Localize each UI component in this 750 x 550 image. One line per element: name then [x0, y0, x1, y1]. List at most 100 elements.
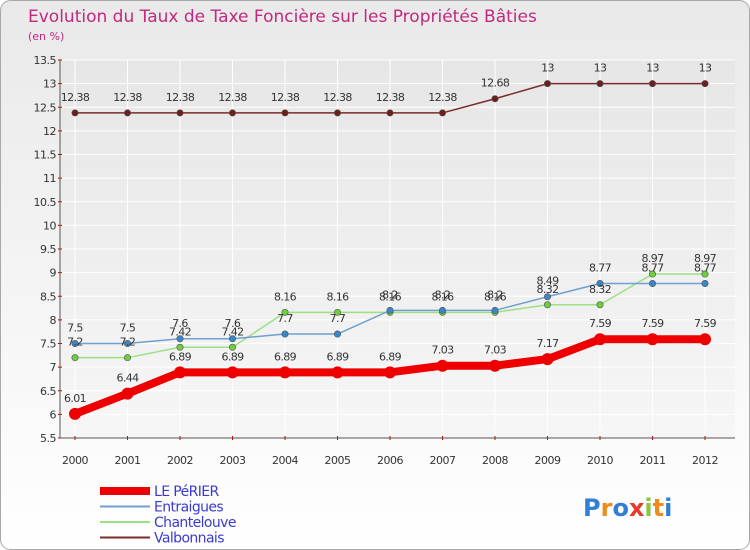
- data-label: 8.2: [435, 288, 451, 301]
- data-label: 7.2: [120, 336, 136, 349]
- data-point: [594, 333, 606, 346]
- data-point: [438, 306, 446, 314]
- data-label: 12.68: [481, 77, 510, 90]
- data-point: [281, 330, 289, 338]
- data-point: [436, 359, 449, 372]
- data-label: 6.89: [274, 350, 297, 363]
- data-label: 12.38: [218, 91, 247, 104]
- series-layer: [69, 80, 711, 420]
- data-point: [279, 366, 291, 379]
- data-label: 7.5: [120, 322, 136, 335]
- data-point: [69, 407, 81, 420]
- y-tick-label: 11.5: [34, 149, 57, 162]
- data-label: 12.38: [113, 91, 142, 104]
- data-label: 8.32: [589, 283, 611, 296]
- data-point: [489, 359, 501, 372]
- data-point: [176, 109, 184, 117]
- data-point: [124, 109, 132, 117]
- y-tick-label: 12.5: [34, 101, 57, 114]
- data-point: [124, 354, 132, 362]
- data-point: [229, 109, 237, 117]
- data-point: [226, 366, 239, 379]
- data-label: 7.59: [641, 317, 664, 330]
- x-tick-label: 2001: [115, 454, 141, 467]
- y-tick-label: 9: [50, 267, 57, 280]
- chart-title: Evolution du Taux de Taxe Foncière sur l…: [28, 7, 537, 27]
- data-point: [281, 109, 289, 117]
- y-tick-label: 13.5: [34, 54, 57, 67]
- data-label: 8.77: [589, 261, 612, 274]
- data-label: 12.38: [428, 91, 457, 104]
- data-point: [438, 109, 446, 117]
- data-label: 6.44: [116, 372, 139, 385]
- data-label: 8.16: [379, 290, 402, 303]
- axes: 5.5 6 6.5 7 7.5 8 8.5 9 9.5 10 10.5 11 11.5 12 12.5 13 1…: [34, 54, 735, 467]
- data-point: [543, 80, 551, 88]
- data-label: 8.77: [641, 261, 664, 274]
- x-tick-label: 2006: [377, 454, 403, 467]
- data-point: [491, 95, 499, 103]
- data-point: [333, 330, 341, 338]
- y-tick-label: 10.5: [34, 196, 57, 209]
- x-tick-label: 2000: [62, 454, 88, 467]
- data-label: 8.16: [484, 290, 507, 303]
- data-label: 8.97: [694, 252, 717, 265]
- data-point: [71, 109, 79, 117]
- data-label: 12.38: [323, 91, 352, 104]
- y-tick-label: 7: [50, 361, 57, 374]
- y-tick-label: 13: [43, 78, 56, 91]
- data-point: [701, 270, 709, 278]
- data-point: [229, 335, 237, 343]
- data-point: [176, 335, 184, 343]
- data-point: [596, 80, 604, 88]
- data-label: 8.97: [641, 252, 664, 265]
- data-label: 7.6: [225, 317, 241, 330]
- data-point: [71, 339, 79, 347]
- x-tick-label: 2002: [167, 454, 193, 467]
- data-point: [229, 343, 237, 351]
- data-label: 8.2: [382, 288, 398, 301]
- data-label: 8.16: [274, 290, 297, 303]
- x-tick-label: 2005: [325, 454, 351, 467]
- chart-unit: (en %): [28, 30, 64, 43]
- data-point: [596, 279, 604, 287]
- x-tick-label: 2003: [220, 454, 246, 467]
- data-label: 8.16: [431, 290, 454, 303]
- data-point: [333, 109, 341, 117]
- data-point: [699, 333, 711, 346]
- data-label: 8.77: [694, 261, 717, 274]
- data-label: 6.89: [379, 350, 402, 363]
- data-label: 8.49: [536, 275, 559, 288]
- proxiti-logo: Proxiti: [583, 494, 672, 522]
- legend-label: Valbonnais: [154, 531, 224, 547]
- data-label: 7.59: [694, 317, 717, 330]
- data-label: 8.32: [536, 283, 558, 296]
- data-point: [386, 109, 394, 117]
- data-label: 7.59: [589, 317, 612, 330]
- data-point: [124, 339, 132, 347]
- y-tick-label: 5.5: [40, 432, 56, 445]
- data-label: 7.17: [536, 337, 559, 350]
- x-tick-label: 2008: [482, 454, 508, 467]
- data-label: 12.38: [376, 91, 405, 104]
- data-label: 8.2: [487, 288, 503, 301]
- data-point: [176, 343, 184, 351]
- data-label: 12.38: [61, 91, 90, 104]
- legend-label: Chantelouve: [154, 515, 236, 531]
- data-label: 12.38: [271, 91, 300, 104]
- data-label: 7.7: [330, 312, 346, 325]
- data-label: 12.38: [166, 91, 195, 104]
- data-label: 7.6: [172, 317, 188, 330]
- x-tick-label: 2007: [430, 454, 456, 467]
- x-tick-label: 2012: [692, 454, 718, 467]
- data-point: [174, 366, 186, 379]
- data-label: 7.5: [67, 322, 83, 335]
- legend-label: LE PéRIER: [154, 484, 220, 500]
- legend-label: Entraigues: [154, 500, 223, 516]
- data-point: [701, 80, 709, 88]
- data-point: [648, 80, 656, 88]
- x-tick-label: 2009: [535, 454, 561, 467]
